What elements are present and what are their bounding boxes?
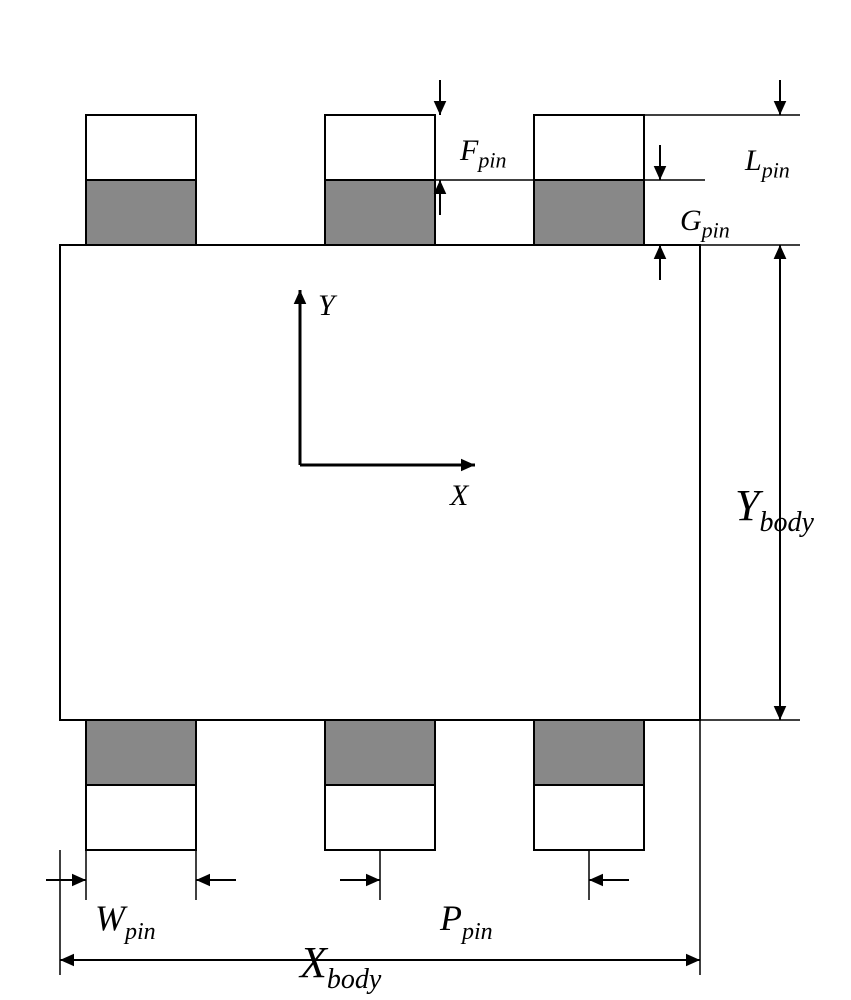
dim-label: Xbody xyxy=(298,938,382,995)
pin-shaded-region xyxy=(325,720,435,785)
pin-shaded-region xyxy=(325,180,435,245)
dim-label: Ybody xyxy=(735,481,814,538)
dim-label: Lpin xyxy=(744,144,790,183)
package-diagram: XYFpinGpinLpinYbodyWpinPpinXbody xyxy=(0,0,851,1000)
dim-label: Fpin xyxy=(459,134,506,173)
dim-label: Gpin xyxy=(680,204,730,243)
pin-shaded-region xyxy=(534,720,644,785)
axis-x-label: X xyxy=(449,479,470,512)
pin-shaded-region xyxy=(86,720,196,785)
dim-label: Ppin xyxy=(439,898,493,945)
pin-shaded-region xyxy=(534,180,644,245)
pin-shaded-region xyxy=(86,180,196,245)
dim-label: Wpin xyxy=(95,898,156,945)
component-body xyxy=(60,245,700,720)
